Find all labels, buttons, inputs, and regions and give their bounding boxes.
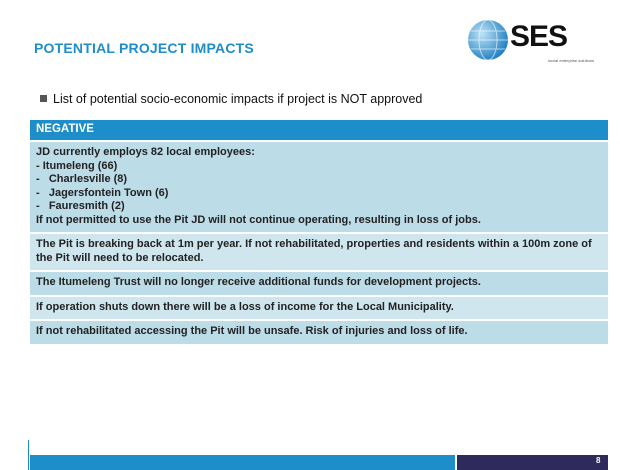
table-header: NEGATIVE	[30, 120, 608, 140]
logo-globe	[468, 19, 508, 61]
row-text: - Jagersfontein Town (6)	[36, 186, 169, 199]
row-text: JD currently employs 82 local employees:	[36, 146, 255, 158]
page-number: 8	[596, 456, 601, 465]
row-text: The Itumeleng Trust will no longer recei…	[36, 276, 481, 288]
table-row: The Pit is breaking back at 1m per year.…	[30, 234, 608, 270]
footer-bar	[30, 455, 455, 470]
table-body: JD currently employs 82 local employees:…	[30, 142, 608, 344]
impacts-table: NEGATIVE JD currently employs 82 local e…	[30, 120, 608, 344]
logo-tagline: social enterprise solutions	[548, 58, 595, 63]
table-row: The Itumeleng Trust will no longer recei…	[30, 272, 608, 295]
row-text: If not permitted to use the Pit JD will …	[36, 213, 481, 226]
row-text: If not rehabilitated accessing the Pit w…	[36, 325, 468, 337]
footer-block	[457, 455, 608, 470]
table-row: If not rehabilitated accessing the Pit w…	[30, 321, 608, 344]
logo-text: SES	[510, 20, 568, 53]
bullet-text: List of potential socio-economic impacts…	[40, 92, 422, 106]
row-text: - Charlesville (8)	[36, 173, 128, 185]
row-text: - Fauresmith (2)	[36, 200, 125, 212]
row-text: - Itumeleng (66)	[36, 159, 118, 172]
table-row: JD currently employs 82 local employees:…	[30, 142, 608, 232]
row-text: If operation shuts down there will be a …	[36, 300, 454, 313]
table-row: If operation shuts down there will be a …	[30, 296, 608, 319]
divider	[28, 440, 29, 470]
slide-title: POTENTIAL PROJECT IMPACTS	[34, 40, 254, 56]
row-text: The Pit is breaking back at 1m per year.…	[36, 238, 595, 264]
